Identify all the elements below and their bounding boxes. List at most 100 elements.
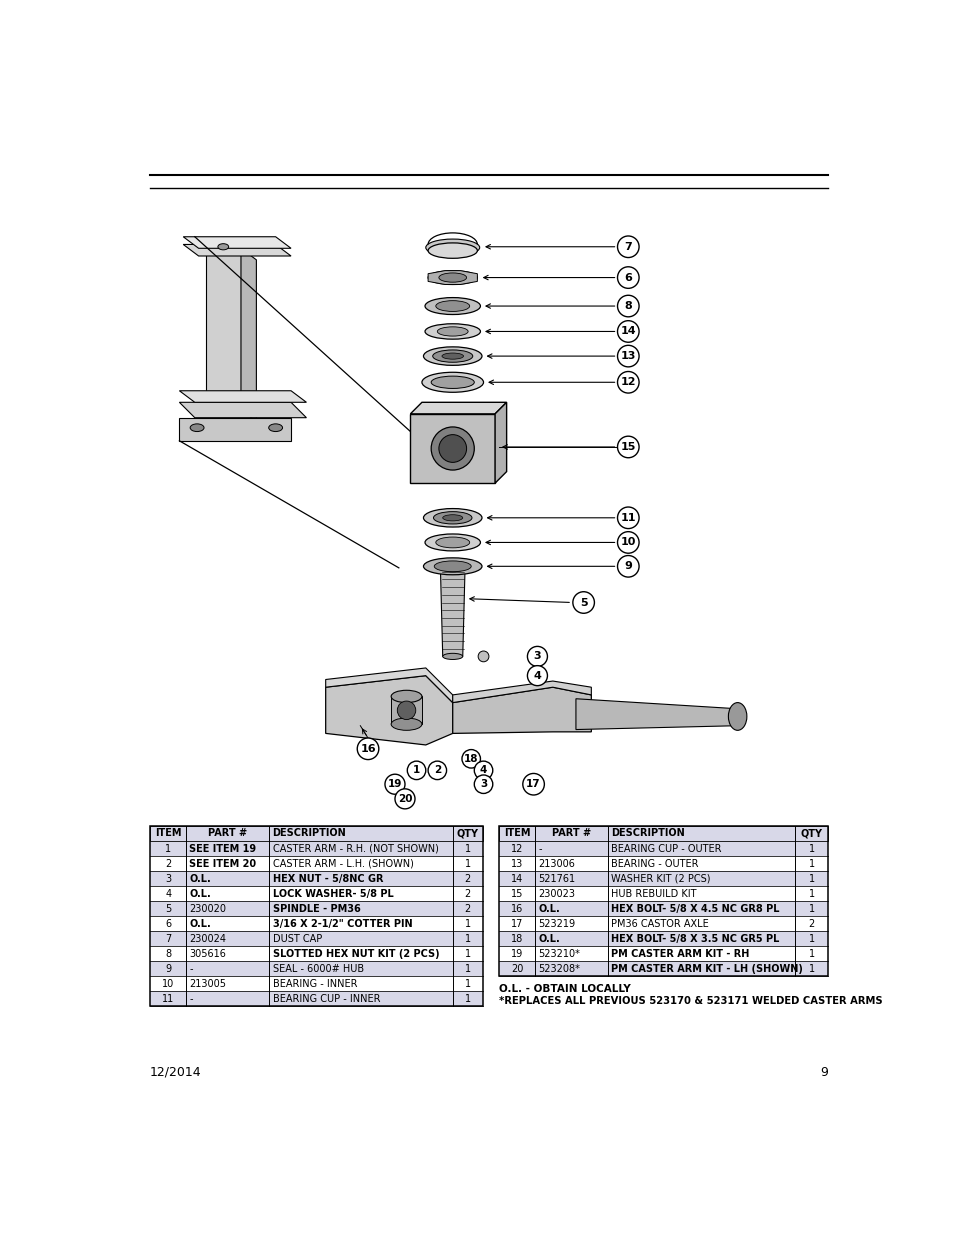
Circle shape: [356, 739, 378, 760]
Text: 3: 3: [165, 873, 172, 884]
Text: 1: 1: [464, 844, 471, 853]
Ellipse shape: [190, 424, 204, 431]
Ellipse shape: [391, 718, 421, 730]
Bar: [150, 902, 482, 916]
Polygon shape: [183, 245, 291, 256]
Ellipse shape: [391, 690, 421, 703]
Polygon shape: [576, 699, 737, 730]
Text: 1: 1: [807, 858, 814, 868]
Bar: [150, 931, 482, 946]
Text: 11: 11: [619, 513, 636, 522]
Circle shape: [617, 556, 639, 577]
Circle shape: [522, 773, 544, 795]
Text: O.L.: O.L.: [537, 904, 559, 914]
Polygon shape: [410, 403, 506, 414]
Text: PART #: PART #: [208, 829, 247, 839]
Text: 5: 5: [165, 904, 172, 914]
Circle shape: [385, 774, 405, 794]
Text: 12/2014: 12/2014: [150, 1066, 201, 1078]
Text: 19: 19: [387, 779, 402, 789]
Text: CASTER ARM - R.H. (NOT SHOWN): CASTER ARM - R.H. (NOT SHOWN): [273, 844, 438, 853]
Text: 1: 1: [464, 994, 471, 1004]
Ellipse shape: [442, 653, 462, 659]
Ellipse shape: [269, 424, 282, 431]
Circle shape: [572, 592, 594, 614]
Text: 1: 1: [807, 904, 814, 914]
Text: 12: 12: [510, 844, 522, 853]
Polygon shape: [428, 270, 476, 284]
Text: 5: 5: [579, 598, 587, 608]
Ellipse shape: [440, 564, 464, 572]
Bar: [498, 902, 827, 916]
Bar: [498, 871, 827, 887]
Text: 1: 1: [807, 963, 814, 974]
Text: 523210*: 523210*: [537, 948, 579, 958]
Text: ITEM: ITEM: [154, 829, 181, 839]
Ellipse shape: [396, 701, 416, 720]
Ellipse shape: [433, 511, 472, 524]
Text: 14: 14: [511, 873, 522, 884]
Bar: [498, 931, 827, 946]
Text: BEARING - OUTER: BEARING - OUTER: [611, 858, 699, 868]
Text: 1: 1: [464, 934, 471, 944]
Ellipse shape: [425, 240, 479, 256]
Text: PM36 CASTOR AXLE: PM36 CASTOR AXLE: [611, 919, 708, 929]
Text: 10: 10: [620, 537, 636, 547]
Text: 13: 13: [511, 858, 522, 868]
Polygon shape: [440, 568, 464, 656]
Circle shape: [407, 761, 425, 779]
Text: 3/16 X 2-1/2" COTTER PIN: 3/16 X 2-1/2" COTTER PIN: [273, 919, 412, 929]
Text: SLOTTED HEX NUT KIT (2 PCS): SLOTTED HEX NUT KIT (2 PCS): [273, 948, 438, 958]
Ellipse shape: [423, 509, 481, 527]
Polygon shape: [391, 697, 421, 724]
Text: O.L.: O.L.: [537, 934, 559, 944]
Bar: [150, 826, 482, 841]
Text: PM CASTER ARM KIT - LH (SHOWN): PM CASTER ARM KIT - LH (SHOWN): [611, 963, 802, 974]
Text: BEARING CUP - INNER: BEARING CUP - INNER: [273, 994, 379, 1004]
Text: 20: 20: [510, 963, 522, 974]
Ellipse shape: [442, 515, 462, 521]
Ellipse shape: [421, 372, 483, 393]
Bar: [150, 856, 482, 871]
Text: 8: 8: [624, 301, 632, 311]
Text: SEAL - 6000# HUB: SEAL - 6000# HUB: [273, 963, 363, 974]
Text: 15: 15: [620, 442, 636, 452]
Text: HUB REBUILD KIT: HUB REBUILD KIT: [611, 889, 696, 899]
Ellipse shape: [438, 273, 466, 282]
Bar: [150, 961, 482, 977]
Text: 16: 16: [511, 904, 522, 914]
Text: 1: 1: [413, 766, 419, 776]
Text: 523208*: 523208*: [537, 963, 579, 974]
Text: 7: 7: [624, 242, 632, 252]
Text: 9: 9: [623, 562, 632, 572]
Text: 8: 8: [165, 948, 172, 958]
Text: 6: 6: [165, 919, 172, 929]
Polygon shape: [453, 680, 591, 703]
Circle shape: [617, 321, 639, 342]
Circle shape: [527, 646, 547, 667]
Text: 1: 1: [464, 979, 471, 989]
Polygon shape: [194, 237, 272, 252]
Text: 18: 18: [511, 934, 522, 944]
Text: ITEM: ITEM: [503, 829, 530, 839]
Text: -: -: [190, 994, 193, 1004]
Text: 17: 17: [510, 919, 522, 929]
Ellipse shape: [425, 298, 480, 315]
Text: PM CASTER ARM KIT - RH: PM CASTER ARM KIT - RH: [611, 948, 749, 958]
Text: 16: 16: [360, 743, 375, 753]
Polygon shape: [453, 687, 591, 734]
Ellipse shape: [425, 324, 480, 340]
Bar: [498, 946, 827, 961]
Ellipse shape: [431, 377, 474, 389]
Ellipse shape: [436, 537, 469, 548]
Ellipse shape: [423, 347, 481, 366]
Text: 11: 11: [162, 994, 174, 1004]
Circle shape: [461, 750, 480, 768]
Text: 1: 1: [807, 889, 814, 899]
Text: 2: 2: [464, 873, 471, 884]
Text: 1: 1: [807, 844, 814, 853]
Ellipse shape: [425, 534, 480, 551]
Text: QTY: QTY: [800, 829, 821, 839]
Ellipse shape: [423, 558, 481, 574]
Text: LOCK WASHER- 5/8 PL: LOCK WASHER- 5/8 PL: [273, 889, 393, 899]
